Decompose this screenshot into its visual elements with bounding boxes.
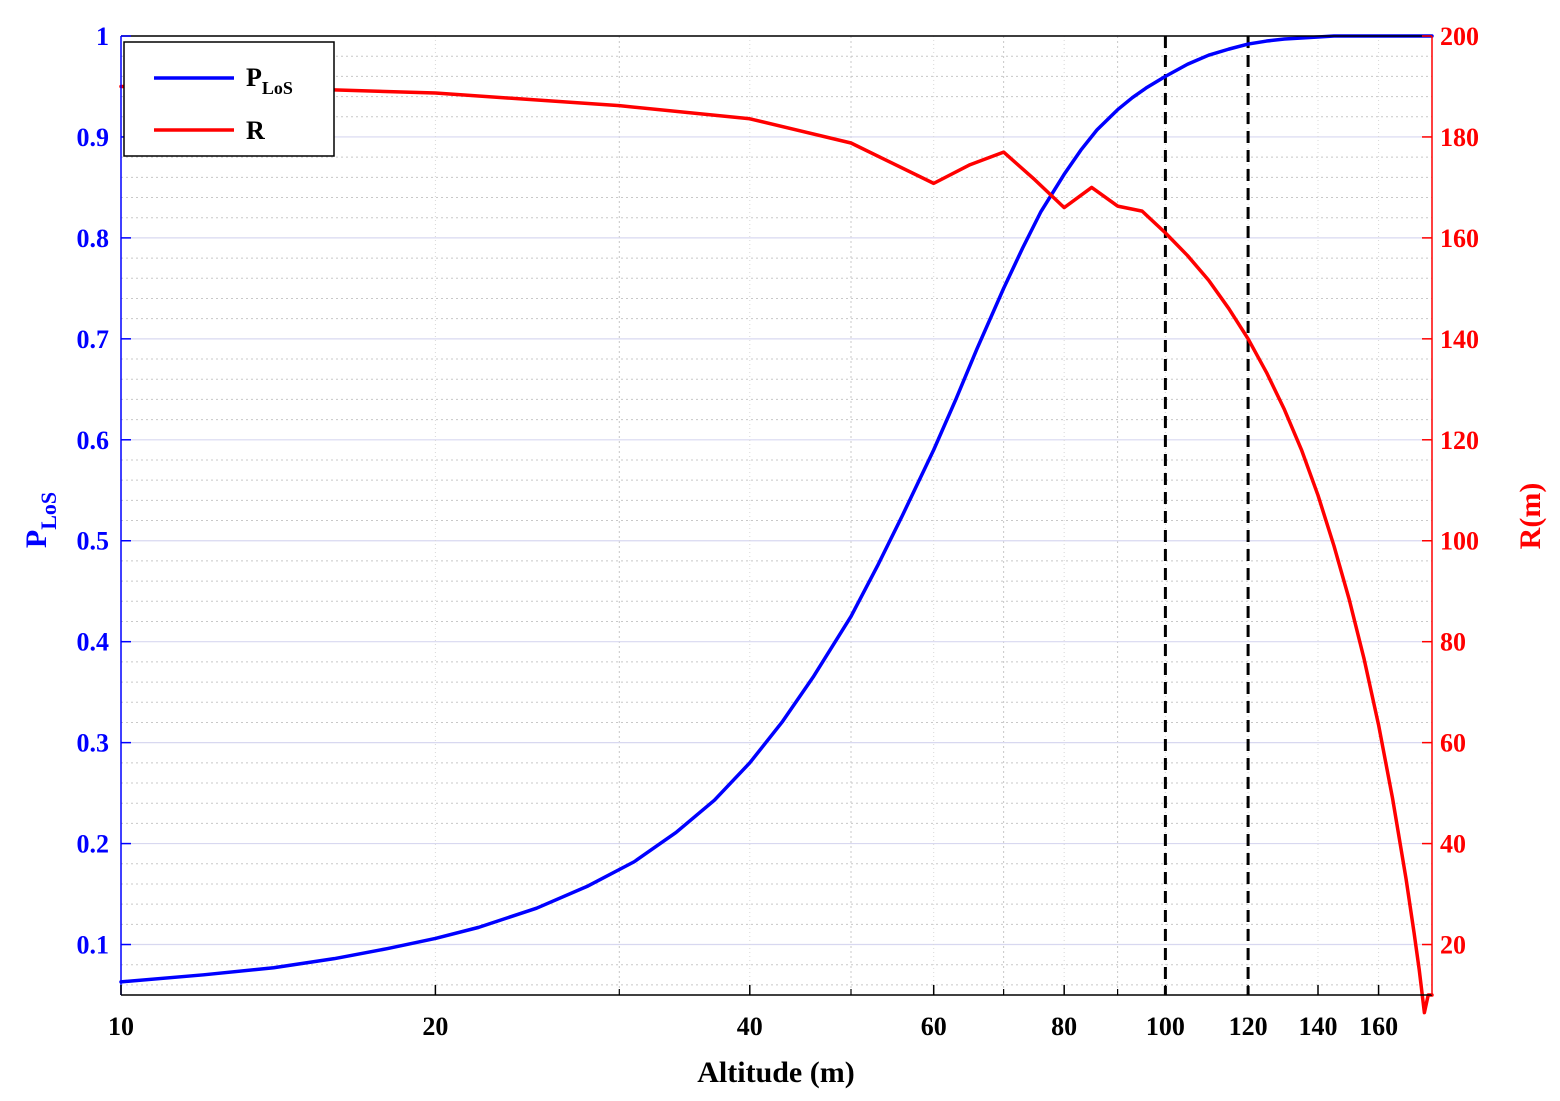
x-tick-label: 20 (422, 1012, 448, 1041)
series-line-plos (119, 34, 1434, 984)
y-left-tick-label: 0.3 (77, 729, 110, 758)
legend-label-plos-main: P (246, 63, 262, 92)
legend-label-plos: PLoS (246, 63, 293, 98)
y-left-tick-label: 0.1 (77, 931, 110, 960)
legend-label-plos-sub: LoS (262, 78, 293, 98)
y-right-tick-label: 140 (1440, 325, 1479, 354)
axes (120, 35, 1433, 996)
ticks: 10 20 40 60 80 100 120 140 1600.10.20.30.40.50.6… (77, 22, 1480, 1041)
y-left-tick-label: 1 (96, 22, 109, 51)
y-left-tick-label: 0.6 (77, 426, 110, 455)
y-right-tick-label: 80 (1440, 628, 1466, 657)
y-right-tick-label: 120 (1440, 426, 1479, 455)
y-right-tick-label: 200 (1440, 22, 1479, 51)
y-right-tick-label: 180 (1440, 123, 1479, 152)
y-right-tick-label: 100 (1440, 527, 1479, 556)
x-tick-label: 60 (921, 1012, 947, 1041)
y-right-tick-label: 40 (1440, 830, 1466, 859)
reference-lines (1163, 36, 1250, 995)
x-tick-label: 80 (1051, 1012, 1077, 1041)
x-tick-label: 120 (1229, 1012, 1268, 1041)
y-right-tick-label: 60 (1440, 729, 1466, 758)
x-tick-label: 10 (108, 1012, 134, 1041)
y-right-tick-label: 160 (1440, 224, 1479, 253)
y-left-tick-label: 0.8 (77, 224, 110, 253)
x-tick-label: 40 (737, 1012, 763, 1041)
y-axis-label-left-main: P (20, 530, 53, 548)
y-left-tick-label: 0.2 (77, 830, 110, 859)
y-left-tick-label: 0.9 (77, 123, 110, 152)
x-axis-label: Altitude (m) (697, 1056, 854, 1089)
minor-grid (121, 36, 1432, 995)
series-line-r (119, 84, 1434, 1015)
y-left-tick-label: 0.7 (77, 325, 110, 354)
x-tick-label: 160 (1359, 1012, 1398, 1041)
series-layer (119, 34, 1434, 1015)
y-left-tick-label: 0.5 (77, 527, 110, 556)
legend-box (123, 41, 335, 157)
legend: PLoS R (123, 41, 335, 157)
y-right-tick-label: 20 (1440, 931, 1466, 960)
legend-label-r: R (246, 116, 265, 145)
y-axis-label-right: R(m) (1514, 483, 1547, 550)
x-tick-label: 100 (1146, 1012, 1185, 1041)
y-left-tick-label: 0.4 (77, 628, 110, 657)
y-axis-label-left-sub: LoS (36, 492, 61, 530)
y-axis-label-left: PLoS (20, 492, 61, 548)
x-tick-label: 140 (1299, 1012, 1338, 1041)
